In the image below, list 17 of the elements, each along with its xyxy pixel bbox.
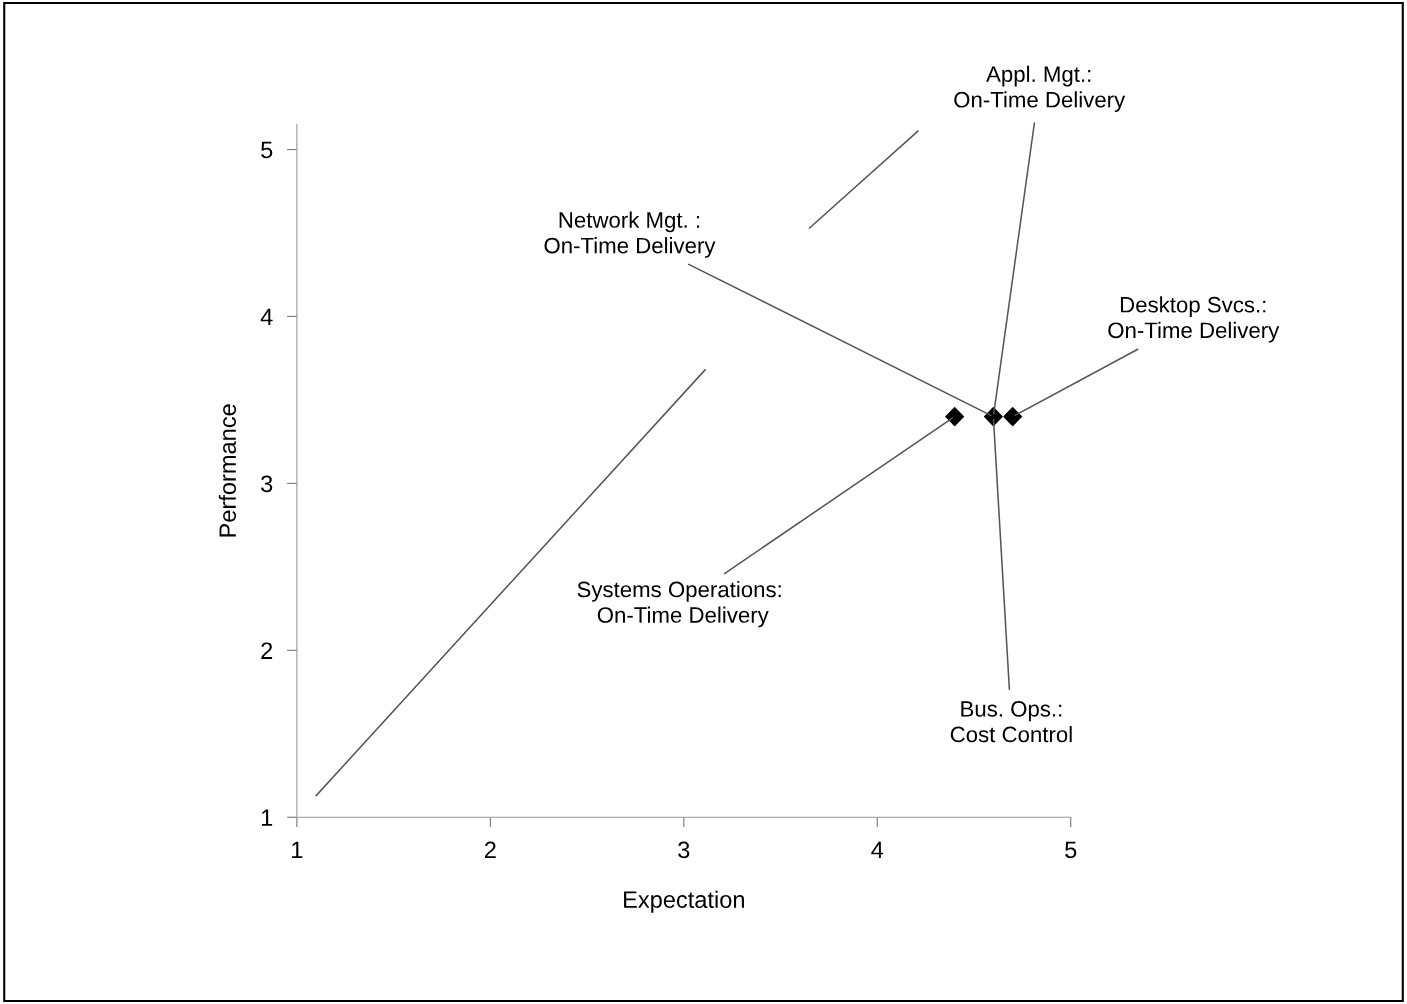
annotation: Desktop Svcs.: On-Time Delivery [1108, 296, 1280, 343]
x-tick-label: 3 [678, 841, 690, 859]
annotation: Network Mgt. : On-Time Delivery [544, 211, 716, 258]
x-tick-label: 5 [1065, 841, 1077, 859]
x-tick-label: 4 [871, 841, 884, 858]
y-tick-label: 2 [261, 642, 273, 659]
annotation: Bus. Ops.: Cost Control [950, 701, 1072, 743]
x-tick-label: 2 [484, 841, 496, 858]
x-tick-label: 1 [292, 841, 303, 858]
y-tick-label: 3 [261, 475, 273, 493]
y-tick-label: 4 [260, 308, 273, 326]
y-tick-label: 5 [261, 141, 273, 159]
y-axis-title: Performance [218, 404, 237, 537]
annotation: Appl. Mgt.: On-Time Delivery [954, 65, 1126, 112]
y-tick-label: 1 [261, 809, 273, 826]
annotation: Systems Operations: On-Time Delivery [577, 580, 781, 628]
x-axis-title: Expectation [624, 890, 744, 913]
